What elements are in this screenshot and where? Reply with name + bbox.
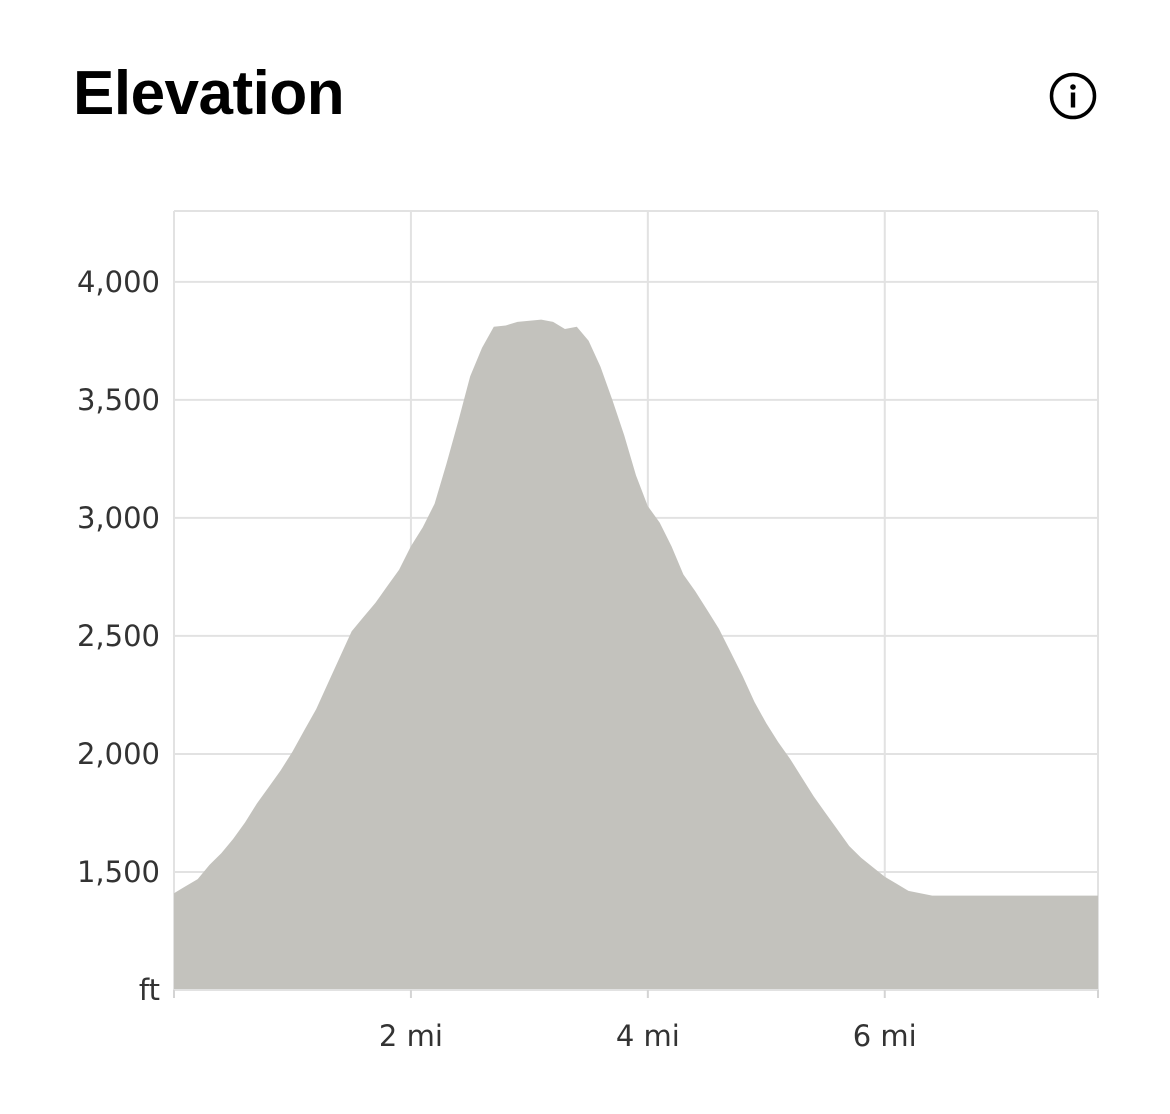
info-circle-icon [1049,72,1097,120]
x-tick-label: 6 mi [853,1019,917,1053]
x-tick-label: 4 mi [616,1019,680,1053]
y-tick-label: 4,000 [77,265,160,299]
info-button[interactable] [1049,72,1097,120]
y-unit-label: ft [139,973,160,1007]
y-tick-label: 2,500 [77,619,160,653]
elevation-area [174,319,1098,991]
y-tick-label: 1,500 [77,855,160,889]
y-tick-label: 3,500 [77,383,160,417]
x-tick-label: 2 mi [379,1019,443,1053]
page-title: Elevation [73,59,345,128]
y-tick-label: 2,000 [77,737,160,771]
y-tick-label: 3,000 [77,501,160,535]
